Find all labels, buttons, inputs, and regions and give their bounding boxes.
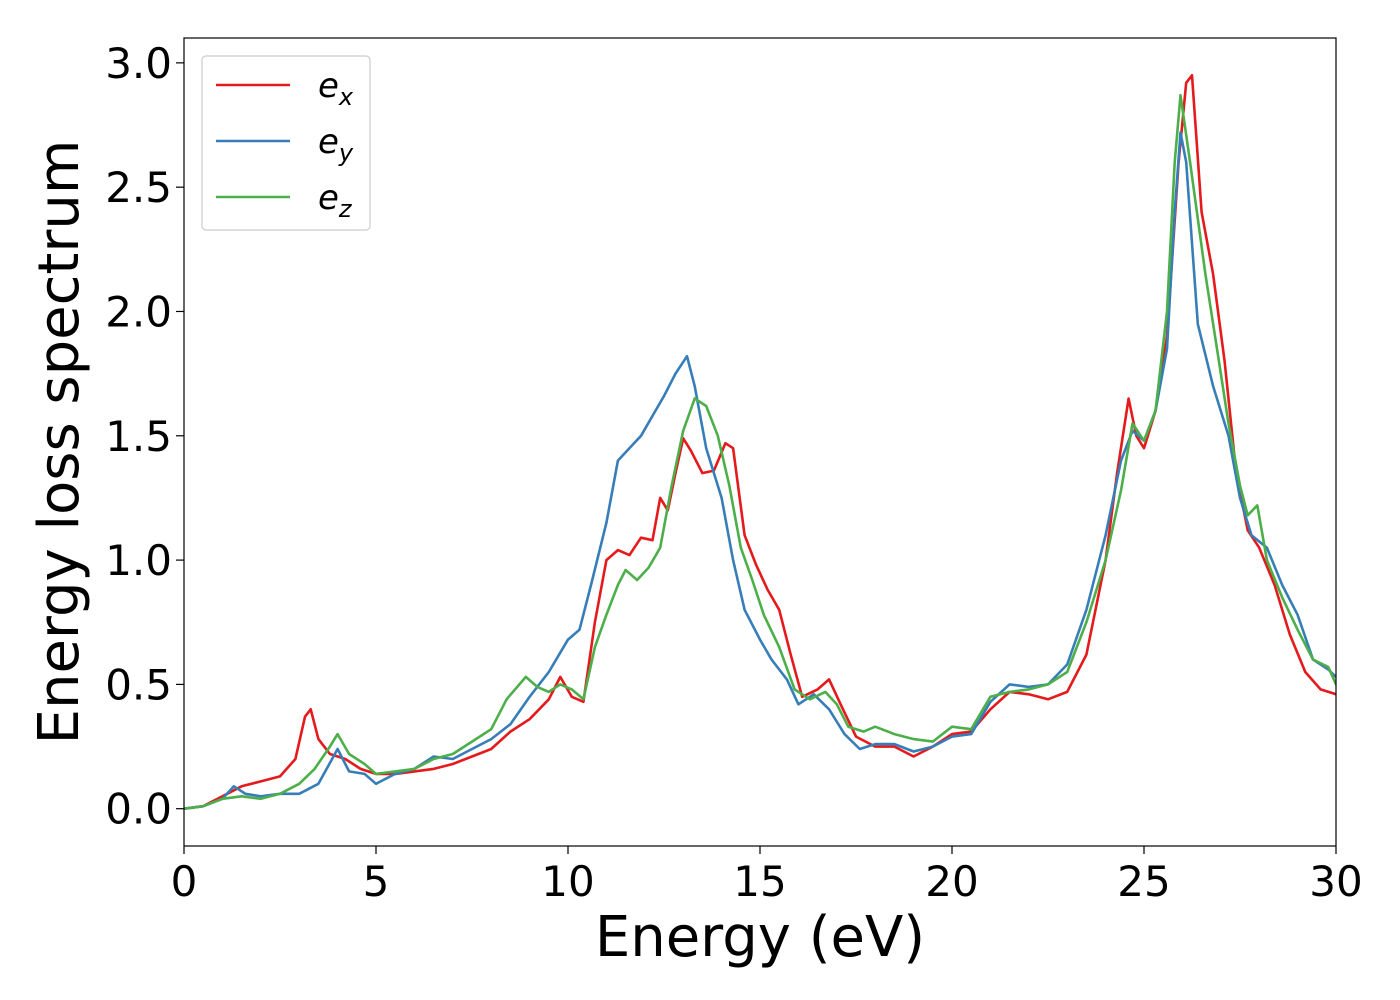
y-tick-label: 3.0 bbox=[105, 39, 172, 88]
x-tick-label: 5 bbox=[363, 857, 390, 906]
legend-label-e-x: ex bbox=[318, 66, 354, 111]
series-layer bbox=[184, 74, 1336, 810]
legend-label-e-y: ey bbox=[318, 122, 354, 167]
y-tick-label: 2.5 bbox=[105, 163, 172, 212]
y-tick-label: 1.0 bbox=[105, 536, 172, 585]
legend: ex ey ez bbox=[201, 55, 371, 231]
y-axis-ticks: 0.0 0.5 1.0 1.5 2.0 2.5 3.0 bbox=[105, 39, 184, 834]
x-tick-label: 0 bbox=[171, 857, 198, 906]
legend-frame bbox=[201, 55, 371, 231]
series-line-e-z bbox=[184, 93, 1336, 810]
x-axis-ticks: 0 5 10 15 20 25 30 bbox=[171, 846, 1363, 906]
y-tick-label: 0.0 bbox=[105, 785, 172, 834]
y-tick-label: 1.5 bbox=[105, 412, 172, 461]
x-tick-label: 20 bbox=[925, 857, 978, 906]
y-tick-label: 2.0 bbox=[105, 287, 172, 336]
y-tick-label: 0.5 bbox=[105, 660, 172, 709]
x-tick-label: 15 bbox=[733, 857, 786, 906]
y-axis-label: Energy loss spectrum bbox=[27, 140, 92, 745]
x-axis-label: Energy (eV) bbox=[595, 905, 925, 970]
x-tick-label: 25 bbox=[1117, 857, 1170, 906]
x-tick-label: 10 bbox=[541, 857, 594, 906]
series-line-e-y bbox=[184, 131, 1336, 810]
legend-label-e-z: ez bbox=[318, 178, 353, 223]
x-tick-label: 30 bbox=[1309, 857, 1362, 906]
